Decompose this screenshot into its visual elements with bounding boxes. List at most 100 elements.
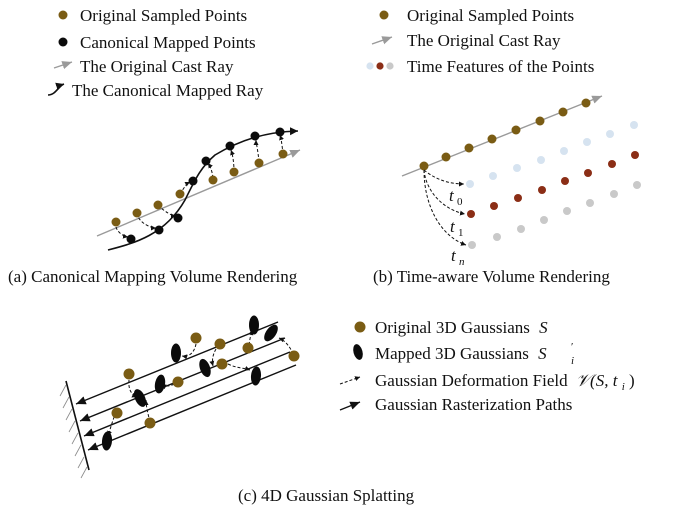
legend-time-light-icon <box>366 62 374 70</box>
panel-a-original-point <box>132 208 142 218</box>
panel-b-time-feature-tn <box>517 225 525 233</box>
label-t1: t <box>450 217 456 236</box>
panel-b-time-feature-tn <box>610 190 618 198</box>
panel-b-time-feature-t0 <box>537 156 545 164</box>
legend-a-original-label: Original Sampled Points <box>80 6 247 25</box>
legend-b-original-label: Original Sampled Points <box>407 6 574 25</box>
panel-b-time-features-t0 <box>466 121 638 188</box>
panel-c-mapped-gaussian <box>264 324 278 342</box>
legend-c-original-symbol: S <box>539 318 548 337</box>
label-t0-subscript: 0 <box>457 196 463 208</box>
panel-a-canonical-point <box>126 234 136 244</box>
legend-c-deform-icon <box>339 376 361 385</box>
panel-c-original-gaussian <box>214 338 226 350</box>
panel-b-original-point <box>511 125 521 135</box>
panel-a-canonical-point <box>275 127 285 137</box>
legend-c-mapped-row: Mapped 3D Gaussians S <box>375 344 547 363</box>
hatch-line <box>68 420 76 433</box>
legend-c-raster-icon <box>339 401 361 411</box>
panel-b-time-feature-t0 <box>583 138 591 146</box>
panel-c-original-gaussian <box>190 332 202 344</box>
panel-c-mapped-gaussian <box>101 431 113 451</box>
panel-b-time-feature-t0 <box>489 172 497 180</box>
legend-canonical-point-icon <box>58 37 68 47</box>
panel-b-time-feature-tn <box>633 181 641 189</box>
legend-mapped-ray-icon <box>47 82 65 96</box>
hatch-line <box>74 444 82 457</box>
hatch-line <box>80 466 88 479</box>
legend-c-mapped-gaussian-icon <box>353 344 363 360</box>
panel-b-original-point <box>441 152 451 162</box>
legend-cast-ray-icon <box>53 61 73 70</box>
panel-c-raster-paths <box>75 321 297 451</box>
panel-b-time-aware: t 0 t 1 t n <box>401 95 641 268</box>
panel-b-time-feature-t0 <box>560 147 568 155</box>
legend-b-time-features-label: Time Features of the Points <box>407 57 594 76</box>
legend-c-deform-subscript: i <box>622 381 625 393</box>
panel-c-mapped-gaussian <box>133 389 147 407</box>
legend-c-mapped-subscript: i <box>571 355 574 367</box>
panel-b-time-feature-t1 <box>608 160 616 168</box>
panel-b-time-labels: t 0 t 1 t n <box>449 186 465 268</box>
panel-b-query-arrow-t0 <box>423 169 465 187</box>
panel-a-original-point <box>175 189 185 199</box>
legend-c-deform-row: Gaussian Deformation Field 𝒱(S, t i ) <box>375 371 635 394</box>
panel-b-query-arrow-t1 <box>423 169 466 216</box>
legend-c: Original 3D Gaussians S Mapped 3D Gaussi… <box>339 318 635 414</box>
panel-c-gaussian-splatting <box>59 315 300 479</box>
panel-a-original-point <box>229 167 239 177</box>
panel-a-original-points <box>111 149 288 227</box>
caption-c: (c) 4D Gaussian Splatting <box>238 486 415 505</box>
label-t0: t <box>449 186 455 205</box>
legend-a-canonical-label: Canonical Mapped Points <box>80 33 256 52</box>
panel-c-image-plane-hatch <box>59 384 88 479</box>
panel-b-time-feature-t1 <box>561 177 569 185</box>
legend-b: Original Sampled Points The Original Cas… <box>366 6 594 76</box>
panel-a-original-point <box>153 200 163 210</box>
legend-a-cast-ray-label: The Original Cast Ray <box>80 57 234 76</box>
panel-c-original-gaussian <box>111 407 123 419</box>
panel-c-deform-arrow <box>227 363 251 371</box>
panel-b-time-feature-t0 <box>630 121 638 129</box>
legend-c-deform-close: ) <box>629 371 635 390</box>
panel-a-canonical-point <box>154 225 164 235</box>
panel-b-time-feature-t1 <box>584 169 592 177</box>
panel-a-canonical-point <box>173 213 183 223</box>
panel-b-query-arrows <box>423 169 467 246</box>
panel-b-time-feature-tn <box>586 199 594 207</box>
panel-b-time-features-t1 <box>467 151 639 218</box>
legend-c-deform-label: Gaussian Deformation Field <box>375 371 568 390</box>
panel-c-original-gaussian <box>172 376 184 388</box>
panel-c-deform-arrow <box>209 348 217 367</box>
caption-b: (b) Time-aware Volume Rendering <box>373 267 610 286</box>
panel-b-time-feature-t0 <box>466 180 474 188</box>
panel-a-canonical-point <box>250 131 260 141</box>
panel-b-cast-ray <box>401 95 603 177</box>
panel-c-deform-arrow <box>181 343 197 360</box>
panel-c-mapped-gaussian <box>249 315 259 335</box>
panel-b-query-arrow-tn <box>423 169 467 246</box>
panel-b-original-points <box>419 98 591 171</box>
panel-b-original-point <box>558 107 568 117</box>
panel-a-original-point <box>278 149 288 159</box>
legend-original-point-icon <box>58 10 68 20</box>
panel-c-original-gaussian <box>242 342 254 354</box>
panel-c-original-gaussian <box>123 368 135 380</box>
legend-time-dark-icon <box>376 62 384 70</box>
label-t1-subscript: 1 <box>458 227 464 239</box>
label-tn-subscript: n <box>459 256 465 268</box>
panel-b-time-feature-tn <box>468 241 476 249</box>
panel-b-time-feature-t1 <box>514 194 522 202</box>
panel-b-time-feature-t1 <box>631 151 639 159</box>
panel-c-deform-arrow <box>128 379 138 398</box>
legend-b-original-point-icon <box>379 10 389 20</box>
legend-c-raster-label: Gaussian Rasterization Paths <box>375 395 572 414</box>
legend-time-grey-icon <box>386 62 394 70</box>
panel-c-mapped-gaussian <box>199 358 211 378</box>
panel-a-original-point <box>254 158 264 168</box>
panel-c-mapped-gaussian <box>171 343 181 363</box>
panel-c-raster-path-4 <box>87 364 297 451</box>
panel-b-time-feature-tn <box>493 233 501 241</box>
panel-a-cast-ray <box>96 149 301 237</box>
